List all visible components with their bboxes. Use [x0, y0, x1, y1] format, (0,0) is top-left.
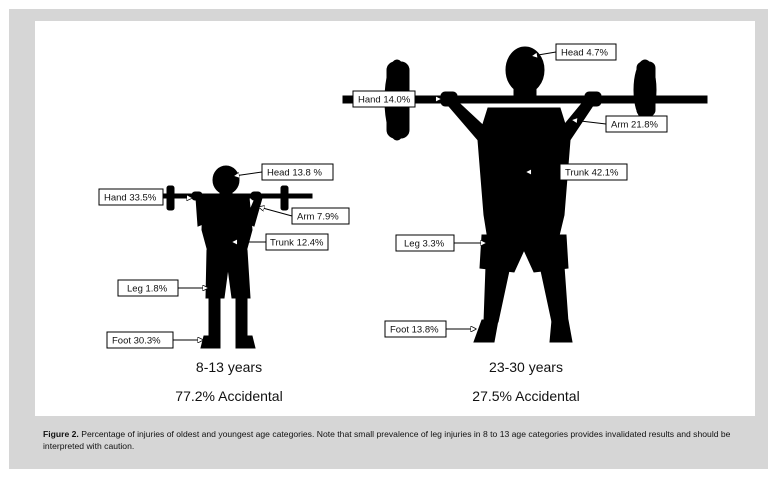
young-accidental-label: 77.2% Accidental	[175, 388, 282, 404]
adult-head-text: Head 4.7%	[561, 48, 609, 59]
adult-foot-label: Foot 13.8%	[384, 320, 476, 338]
young-hand-label: Hand 33.5%	[98, 188, 192, 206]
figure-caption: Figure 2. Percentage of injuries of olde…	[43, 428, 763, 452]
young-trunk-label: Trunk 12.4%	[232, 233, 329, 251]
caption-text: Percentage of injuries of oldest and you…	[43, 429, 731, 451]
young-age-label: 8-13 years	[196, 359, 262, 375]
young-leg-label: Leg 1.8%	[117, 279, 208, 297]
adult-trunk-label: Trunk 42.1%	[526, 163, 628, 181]
adult-age-label: 23-30 years	[489, 359, 563, 375]
adult-hand-text: Hand 14.0%	[358, 95, 411, 106]
adult-arm-text: Arm 21.8%	[611, 120, 659, 131]
young-trunk-text: Trunk 12.4%	[270, 238, 324, 249]
young-leg-text: Leg 1.8%	[127, 284, 168, 295]
adult-accidental-label: 27.5% Accidental	[472, 388, 579, 404]
young-foot-text: Foot 30.3%	[112, 336, 161, 347]
young-lifter-silhouette	[149, 165, 313, 349]
adult-leg-label: Leg 3.3%	[395, 234, 486, 252]
adult-arm-label: Arm 21.8%	[572, 115, 668, 133]
young-foot-label: Foot 30.3%	[106, 331, 203, 349]
young-head-text: Head 13.8 %	[267, 168, 322, 179]
adult-head-label: Head 4.7%	[532, 43, 617, 61]
young-hand-text: Hand 33.5%	[104, 193, 157, 204]
adult-leg-text: Leg 3.3%	[404, 239, 445, 250]
adult-foot-text: Foot 13.8%	[390, 325, 439, 336]
adult-trunk-text: Trunk 42.1%	[565, 168, 619, 179]
young-head-label: Head 13.8 %	[234, 163, 334, 181]
young-arm-label: Arm 7.9%	[259, 207, 350, 225]
young-arm-text: Arm 7.9%	[297, 212, 339, 223]
adult-hand-label: Hand 14.0%	[352, 90, 441, 108]
caption-label: Figure 2.	[43, 429, 79, 439]
